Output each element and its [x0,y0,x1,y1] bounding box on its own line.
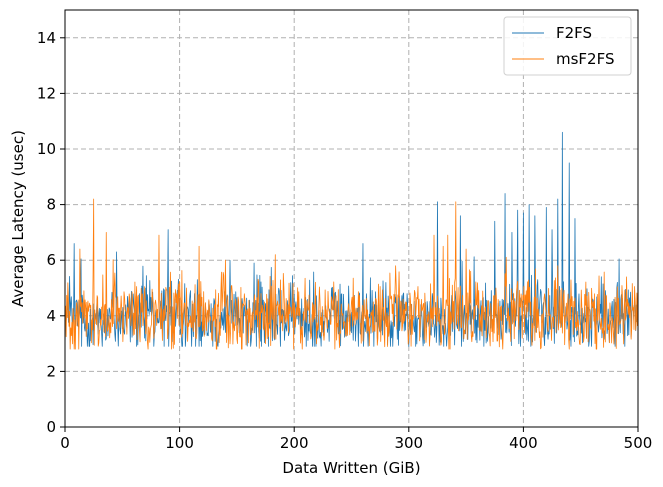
legend-label-f2fs: F2FS [556,24,592,42]
y-tick-label: 10 [37,140,56,158]
y-tick-label: 8 [46,196,56,214]
y-tick-label: 12 [37,84,56,102]
series-line-msf2fs [64,198,639,350]
x-axis-label: Data Written (GiB) [282,459,420,477]
plot-frame [64,9,639,428]
x-tick-label: 300 [394,434,423,452]
data-series [64,131,639,350]
x-tick-label: 200 [280,434,309,452]
series-line-f2fs [64,131,639,347]
y-tick-label: 0 [46,418,56,436]
y-tick-label: 14 [37,29,56,47]
axes [60,9,639,432]
legend-box [503,16,632,76]
tick-labels: 0 100 200 300 400 500 0 2 4 6 8 10 12 14 [37,29,652,452]
legend: F2FS msF2FS [503,16,632,76]
y-tick-label: 6 [46,251,56,269]
x-tick-label: 400 [509,434,538,452]
y-tick-label: 2 [46,362,56,380]
y-axis-label: Average Latency (usec) [9,130,27,307]
y-tick-label: 4 [46,307,56,325]
x-tick-label: 100 [165,434,194,452]
x-tick-label: 0 [60,434,70,452]
legend-label-msf2fs: msF2FS [556,50,614,68]
x-tick-label: 500 [624,434,653,452]
